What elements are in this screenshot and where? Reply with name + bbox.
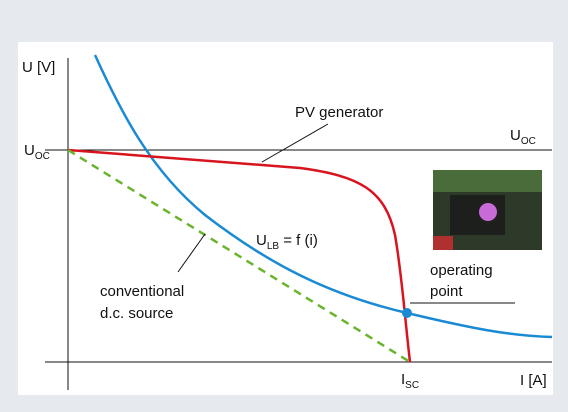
x-axis-label: I [A]: [520, 372, 547, 389]
operating-point-label: point: [430, 283, 463, 300]
operating-point-marker: [402, 308, 412, 318]
label-rest: = f (i): [279, 232, 318, 249]
label-main: U: [510, 127, 521, 144]
label-sub: SC: [405, 380, 419, 391]
label-sub: LB: [267, 241, 280, 252]
conventional-label: d.c. source: [100, 305, 173, 322]
conventional-label: conventional: [100, 283, 184, 300]
pv-generator-label: PV generator: [295, 104, 383, 121]
label-sub: OC: [521, 136, 536, 147]
operating-point-label: operating: [430, 262, 493, 279]
photo: [433, 170, 542, 250]
diagram: U [V] I [A] UOC UOC ISC PV generator ULB…: [0, 0, 568, 412]
label-sub: OC: [35, 151, 50, 162]
y-axis-label: U [V]: [22, 59, 55, 76]
label-main: U: [256, 232, 267, 249]
label-main: U: [24, 142, 35, 159]
